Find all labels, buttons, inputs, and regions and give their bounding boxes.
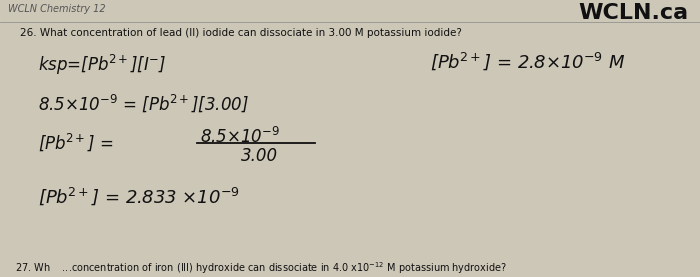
Text: 26. What concentration of lead (II) iodide can dissociate in 3.00 M potassium io: 26. What concentration of lead (II) iodi… [20, 28, 462, 38]
Text: [Pb$^{2+}$] = 2.8$\times$10$^{-9}$ M: [Pb$^{2+}$] = 2.8$\times$10$^{-9}$ M [430, 50, 625, 72]
Text: [Pb$^{2+}$] = 2.833 $\times$10$^{-9}$: [Pb$^{2+}$] = 2.833 $\times$10$^{-9}$ [38, 185, 239, 207]
Text: 8.5$\times$10$^{-9}$: 8.5$\times$10$^{-9}$ [200, 127, 280, 147]
Text: WCLN Chemistry 12: WCLN Chemistry 12 [8, 4, 106, 14]
Text: $ksp$=[Pb$^{2+}$][I$^{-}$]: $ksp$=[Pb$^{2+}$][I$^{-}$] [38, 53, 166, 77]
Text: 27. Wh    ...concentration of iron (III) hydroxide can dissociate in 4.0 x10$^{-: 27. Wh ...concentration of iron (III) hy… [15, 260, 507, 276]
Text: 8.5$\times$10$^{-9}$ = [Pb$^{2+}$][3.00]: 8.5$\times$10$^{-9}$ = [Pb$^{2+}$][3.00] [38, 92, 249, 114]
Text: [Pb$^{2+}$] =: [Pb$^{2+}$] = [38, 131, 113, 153]
Text: WCLN.ca: WCLN.ca [578, 3, 688, 23]
Text: 3.00: 3.00 [241, 147, 278, 165]
